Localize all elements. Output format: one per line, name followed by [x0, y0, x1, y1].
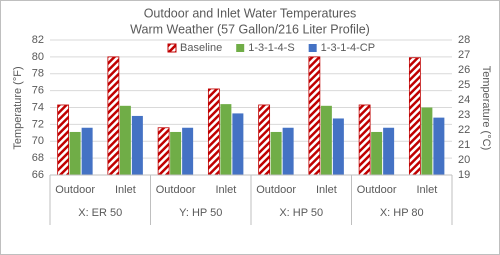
chart-title: Outdoor and Inlet Water Temperatures	[144, 6, 357, 20]
bar	[258, 104, 271, 176]
x-tick-label: Outdoor	[256, 184, 296, 196]
y2-tick-label: 20	[458, 154, 470, 166]
legend-swatch	[167, 43, 177, 53]
y2-tick-label: 25	[458, 79, 470, 91]
legend-swatch	[308, 44, 317, 52]
bar	[282, 127, 294, 175]
x-tick-label: Outdoor	[357, 184, 397, 196]
y2-tick-label: 28	[458, 34, 470, 46]
y-tick-label: 68	[32, 152, 44, 164]
x-tick-label: Inlet	[416, 184, 437, 196]
bar	[81, 127, 93, 175]
y-tick-label: 82	[32, 34, 44, 46]
bar	[131, 115, 143, 175]
bar	[421, 107, 433, 175]
y-tick-label: 66	[32, 169, 44, 181]
group-label: X: HP 80	[380, 207, 424, 219]
y2-tick-label: 23	[458, 109, 470, 121]
legend-swatch	[236, 44, 245, 52]
y2-tick-label: 26	[458, 64, 470, 76]
bar	[308, 56, 321, 176]
bar	[270, 131, 282, 175]
y-tick-label: 76	[32, 85, 44, 97]
bar	[207, 88, 220, 176]
group-label: X: HP 50	[279, 207, 323, 219]
y2-tick-label: 24	[458, 94, 470, 106]
bar	[332, 118, 344, 175]
x-tick-label: Inlet	[316, 184, 337, 196]
y2-axis-title: Temperature (°C)	[480, 66, 492, 150]
group-label: Y: HP 50	[179, 207, 222, 219]
legend-label: Baseline	[180, 42, 222, 54]
bar	[358, 104, 371, 176]
y2-tick-label: 22	[458, 124, 470, 136]
bar	[57, 104, 70, 176]
x-tick-label: Outdoor	[55, 184, 95, 196]
y-axis-title: Temperature (°F)	[12, 66, 24, 149]
x-tick-label: Inlet	[115, 184, 136, 196]
y-tick-label: 72	[32, 118, 44, 130]
y2-tick-label: 19	[458, 169, 470, 181]
group-label: X: ER 50	[78, 207, 122, 219]
y2-tick-label: 27	[458, 49, 470, 61]
x-tick-label: Inlet	[215, 184, 236, 196]
bar	[371, 131, 383, 175]
bar	[433, 117, 445, 175]
y2-tick-label: 21	[458, 139, 470, 151]
x-tick-label: Outdoor	[156, 184, 196, 196]
y-tick-label: 78	[32, 68, 44, 80]
bar	[107, 56, 120, 176]
y-tick-label: 80	[32, 51, 44, 63]
legend-label: 1-3-1-4-S	[248, 42, 294, 54]
bar	[220, 104, 232, 175]
bar	[157, 127, 170, 176]
bar	[232, 113, 244, 175]
bar	[320, 105, 332, 175]
bar	[119, 105, 131, 175]
legend-label: 1-3-1-4-CP	[321, 42, 375, 54]
bar	[408, 57, 421, 176]
bar	[182, 127, 194, 175]
bar	[69, 131, 81, 175]
chart-subtitle: Warm Weather (57 Gallon/216 Liter Profil…	[130, 22, 370, 36]
y-tick-label: 74	[32, 101, 44, 113]
y-tick-label: 70	[32, 135, 44, 147]
bar	[383, 127, 395, 175]
bar	[170, 131, 182, 175]
